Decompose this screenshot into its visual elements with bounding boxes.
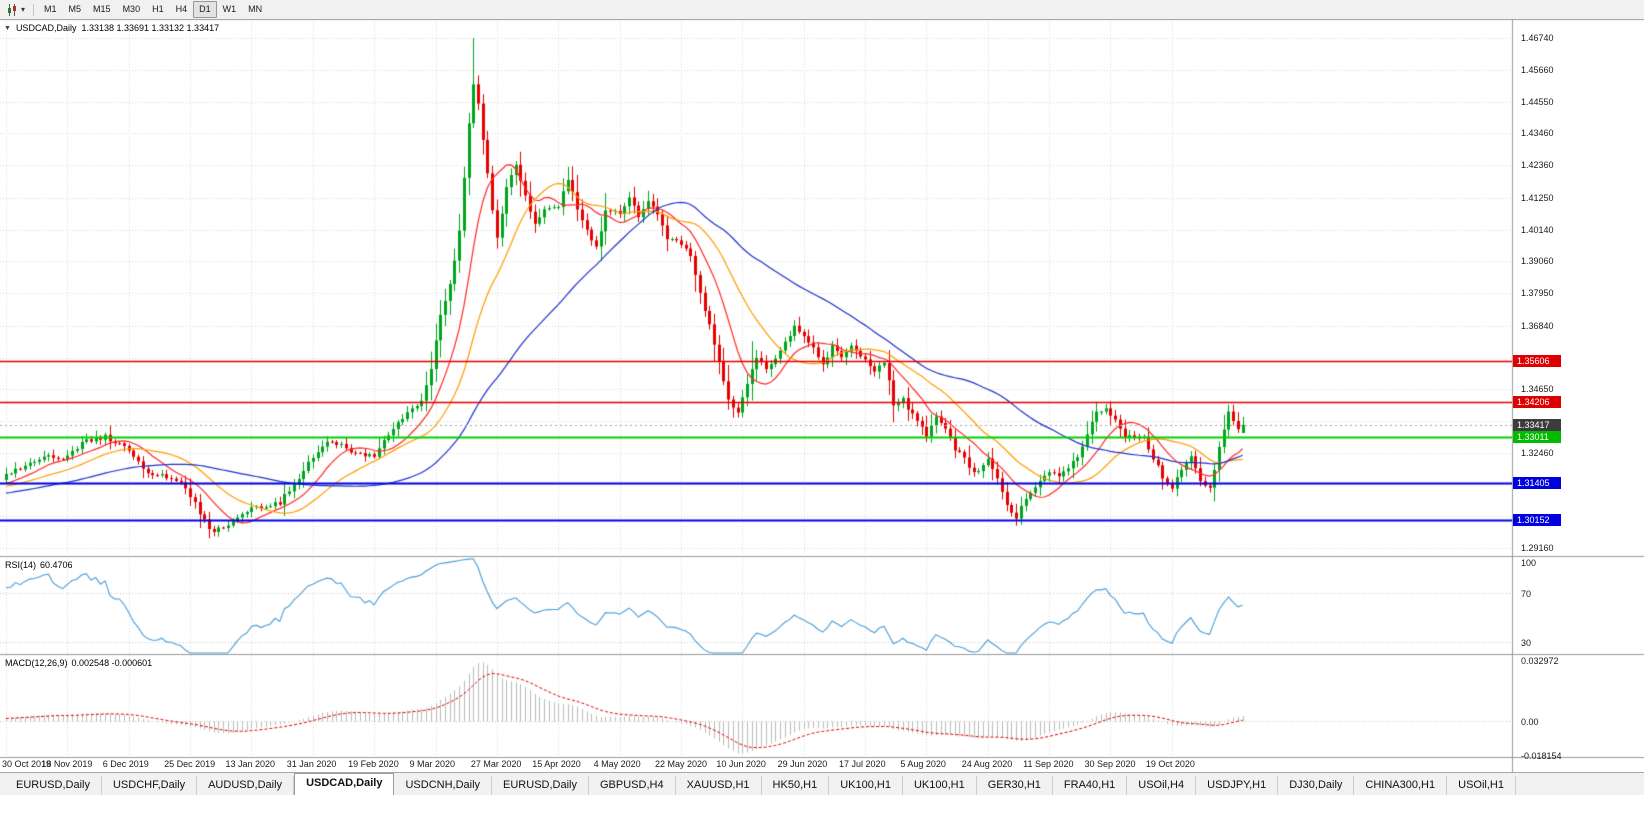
- time-axis-label: 4 May 2020: [593, 759, 641, 769]
- tab-usoil-h1[interactable]: USOil,H1: [1447, 776, 1516, 795]
- price-axis-label: 1.43460: [1521, 128, 1554, 139]
- timeframe-button-mn[interactable]: MN: [248, 4, 263, 14]
- rsi-axis-label: 30: [1521, 637, 1532, 648]
- timeframe-button-d1[interactable]: D1: [193, 1, 217, 18]
- timeframe-button-m5[interactable]: M5: [68, 4, 82, 14]
- tab-china300-h1[interactable]: CHINA300,H1: [1354, 776, 1448, 795]
- chart-ohlc-values: 1.33138 1.33691 1.33132 1.33417: [81, 23, 220, 33]
- time-axis-label: 27 Mar 2020: [470, 759, 522, 769]
- time-axis-label: 19 Oct 2020: [1145, 759, 1195, 769]
- rsi-axis-label: 100: [1521, 558, 1537, 568]
- tab-uk100-h1[interactable]: UK100,H1: [903, 776, 977, 795]
- price-badge-resistance-line: 1.35606: [1513, 355, 1561, 368]
- time-axis-label: 6 Dec 2019: [102, 759, 149, 769]
- chart-tab-bar: EURUSD,Daily USDCHF,Daily AUDUSD,Daily USDC…: [0, 772, 1644, 795]
- price-badge-support-line: 1.30152: [1513, 513, 1561, 526]
- time-axis-label: 9 Mar 2020: [409, 759, 456, 769]
- rsi-current-value: 60.4706: [40, 560, 73, 570]
- price-axis-label: 1.39060: [1521, 256, 1554, 267]
- collapse-chart-icon[interactable]: ▼: [4, 24, 11, 32]
- time-axis-label: 22 May 2020: [654, 759, 707, 769]
- tab-dj30-daily[interactable]: DJ30,Daily: [1278, 776, 1355, 795]
- macd-current-values: 0.002548 -0.000601: [71, 658, 153, 668]
- macd-axis-label: 0.032972: [1521, 656, 1559, 666]
- time-axis-label: 29 Jun 2020: [777, 759, 828, 769]
- toolbar-separator: [33, 3, 35, 16]
- time-axis-label: 30 Sep 2020: [1084, 759, 1136, 769]
- timeframe-button-h4[interactable]: H4: [175, 4, 188, 14]
- price-axis-label: 1.40140: [1521, 224, 1554, 235]
- time-axis-label: 11 Sep 2020: [1023, 759, 1074, 769]
- price-badge-resistance-line: 1.34206: [1513, 395, 1561, 408]
- price-chart-canvas[interactable]: [0, 19, 1644, 772]
- timeframe-toolbar: ▾ M1 M5 M15 M30 H1 H4 D1 W1 MN: [0, 0, 1644, 19]
- rsi-axis-label: 70: [1521, 589, 1532, 600]
- timeframe-button-m1[interactable]: M1: [44, 4, 57, 14]
- time-axis-label: 24 Aug 2020: [961, 759, 1013, 769]
- time-axis-label: 13 Jan 2020: [225, 759, 275, 769]
- price-badge-current-price: 1.33417: [1513, 418, 1561, 431]
- tab-usdcad-daily[interactable]: USDCAD,Daily: [294, 773, 395, 795]
- tab-eurusd-daily[interactable]: EURUSD,Daily: [492, 776, 589, 795]
- candlestick-chart-icon[interactable]: [3, 2, 21, 18]
- chart-symbol-title: USDCAD,Daily: [15, 23, 77, 33]
- tab-eurusd-daily[interactable]: EURUSD,Daily: [5, 776, 102, 795]
- price-axis-label: 1.42360: [1521, 160, 1554, 171]
- price-axis-label: 1.41250: [1521, 192, 1554, 203]
- tab-audusd-daily[interactable]: AUDUSD,Daily: [197, 776, 295, 795]
- rsi-indicator-label: RSI(14) 60.4706: [5, 560, 77, 570]
- price-axis-label: 1.29160: [1521, 543, 1554, 554]
- chart-title: ▼ USDCAD,Daily 1.33138 1.33691 1.33132 1…: [4, 23, 219, 33]
- tab-xauusd-h1[interactable]: XAUUSD,H1: [676, 776, 762, 795]
- price-axis-label: 1.36840: [1521, 320, 1554, 331]
- price-badge-support-line: 1.33011: [1513, 430, 1561, 443]
- time-axis-label: 19 Feb 2020: [348, 759, 399, 769]
- macd-label-text: MACD(12,26,9): [5, 658, 68, 668]
- time-axis-label: 31 Jan 2020: [286, 759, 337, 769]
- rsi-label-text: RSI(14): [5, 560, 37, 570]
- macd-axis-label: 0.00: [1521, 716, 1539, 727]
- price-axis-label: 1.34650: [1521, 384, 1554, 395]
- price-badge-support-line: 1.31405: [1513, 477, 1561, 490]
- time-axis-label: 30 Oct 2019: [2, 759, 52, 769]
- time-axis-label: 10 Jun 2020: [716, 759, 766, 769]
- macd-indicator-label: MACD(12,26,9) 0.002548 -0.000601: [5, 658, 156, 668]
- time-axis-label: 15 Apr 2020: [532, 759, 581, 769]
- tab-hk50-h1[interactable]: HK50,H1: [762, 776, 830, 795]
- tab-fra40-h1[interactable]: FRA40,H1: [1053, 776, 1128, 795]
- price-axis-label: 1.37950: [1521, 288, 1554, 299]
- timeframe-button-h1[interactable]: H1: [152, 4, 164, 14]
- time-axis-label: 25 Dec 2019: [164, 759, 216, 769]
- tab-usdjpy-h1[interactable]: USDJPY,H1: [1196, 776, 1279, 795]
- tab-uk100-h1[interactable]: UK100,H1: [829, 776, 903, 795]
- price-axis-label: 1.45660: [1521, 64, 1554, 75]
- timeframe-button-m30[interactable]: M30: [122, 4, 141, 14]
- chevron-down-icon[interactable]: ▾: [21, 5, 26, 14]
- tab-usdcnh-daily[interactable]: USDCNH,Daily: [394, 776, 493, 795]
- price-axis-label: 1.44550: [1521, 96, 1554, 107]
- time-axis-label: 5 Aug 2020: [900, 759, 946, 769]
- timeframe-buttons: M1 M5 M15 M30 H1 H4 D1 W1 MN: [38, 1, 268, 18]
- tab-usoil-h4[interactable]: USOil,H4: [1127, 776, 1197, 795]
- timeframe-button-m15[interactable]: M15: [93, 4, 111, 14]
- tab-usdchf-daily[interactable]: USDCHF,Daily: [102, 776, 198, 795]
- time-axis-label: 18 Nov 2019: [41, 759, 93, 769]
- tab-gbpusd-h4[interactable]: GBPUSD,H4: [589, 776, 676, 795]
- tab-ger30-h1[interactable]: GER30,H1: [977, 776, 1053, 795]
- macd-axis-label: -0.018154: [1521, 751, 1562, 761]
- price-axis-label: 1.32460: [1521, 447, 1554, 458]
- timeframe-button-w1[interactable]: W1: [222, 4, 237, 14]
- time-axis-label: 17 Jul 2020: [839, 759, 886, 769]
- price-axis-label: 1.46740: [1521, 33, 1554, 44]
